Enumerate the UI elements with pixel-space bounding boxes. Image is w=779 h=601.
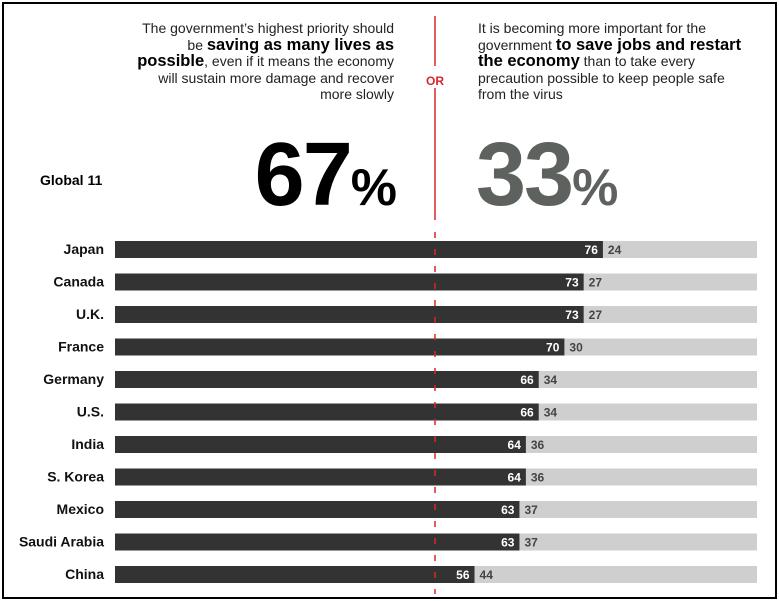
- bar-right-value-label: 36: [531, 471, 545, 485]
- category-label: China: [65, 566, 104, 582]
- global-left-value: 67%: [255, 130, 397, 220]
- global-left-number: 67: [254, 125, 353, 225]
- category-label: U.K.: [76, 306, 104, 322]
- category-label: Germany: [43, 371, 104, 387]
- bar-left-segment: [115, 338, 565, 356]
- bar-right-value-label: 24: [608, 243, 622, 257]
- bar-right-value-label: 36: [531, 438, 545, 452]
- bar-left-value-label: 70: [546, 341, 560, 355]
- right-statement-bold: to save jobs and restart the economy: [478, 35, 742, 70]
- right-statement-post: than to take every precaution possible t…: [478, 53, 725, 102]
- left-statement-bold: saving as many lives as possible: [137, 35, 394, 70]
- bar-left-segment: [115, 241, 603, 258]
- left-statement-post: , even if it means the economy will sust…: [158, 53, 394, 102]
- bar-left-value-label: 64: [508, 471, 522, 485]
- right-statement-pre: It is becoming more important for the go…: [478, 20, 706, 53]
- bar-left-value-label: 56: [456, 568, 470, 582]
- bar-left-segment: [115, 468, 526, 486]
- bar-left-segment: [115, 533, 520, 551]
- bar-right-value-label: 34: [544, 406, 558, 420]
- bar-left-segment: [115, 501, 520, 518]
- bar-left-segment: [115, 273, 584, 291]
- bar-chart: Japan 76 24 Canada 73 27 U.K. 73 27 France 70 30 Ger…: [19, 16, 757, 594]
- category-label: India: [71, 436, 104, 452]
- bar-left-value-label: 66: [520, 373, 534, 387]
- bar-right-value-label: 37: [524, 536, 538, 550]
- bar-left-segment: [115, 566, 475, 583]
- bar-left-value-label: 63: [501, 503, 515, 517]
- category-label: Japan: [64, 241, 104, 257]
- bar-left-value-label: 76: [585, 243, 599, 257]
- category-label: Canada: [53, 274, 104, 290]
- bar-left-value-label: 73: [565, 276, 579, 290]
- bar-left-value-label: 64: [508, 438, 522, 452]
- bar-left-value-label: 73: [565, 308, 579, 322]
- right-statement: It is becoming more important for the go…: [478, 20, 748, 103]
- bar-left-segment: [115, 436, 526, 453]
- category-label: France: [58, 339, 104, 355]
- bar-right-value-label: 27: [589, 276, 603, 290]
- bar-right-value-label: 30: [569, 341, 583, 355]
- global-left-percent: %: [350, 159, 397, 217]
- bar-left-value-label: 66: [520, 406, 534, 420]
- bar-right-value-label: 44: [480, 568, 494, 582]
- global-label: Global 11: [40, 172, 103, 188]
- left-statement-pre: The government’s highest priority should…: [142, 20, 394, 53]
- bar-right-value-label: 34: [544, 373, 558, 387]
- bar-left-segment: [115, 403, 539, 421]
- global-right-value: 33%: [476, 130, 618, 220]
- bar-left-segment: [115, 306, 584, 323]
- global-right-percent: %: [572, 159, 619, 217]
- left-statement: The government’s highest priority should…: [124, 20, 394, 103]
- bar-left-value-label: 63: [501, 536, 515, 550]
- category-label: S. Korea: [47, 469, 104, 485]
- bar-right-value-label: 37: [524, 503, 538, 517]
- category-label: Mexico: [57, 501, 104, 517]
- or-label: OR: [426, 74, 444, 88]
- category-label: Saudi Arabia: [19, 534, 104, 550]
- global-right-number: 33: [476, 125, 574, 225]
- bar-right-value-label: 27: [589, 308, 603, 322]
- category-label: U.S.: [77, 404, 104, 420]
- bar-left-segment: [115, 371, 539, 388]
